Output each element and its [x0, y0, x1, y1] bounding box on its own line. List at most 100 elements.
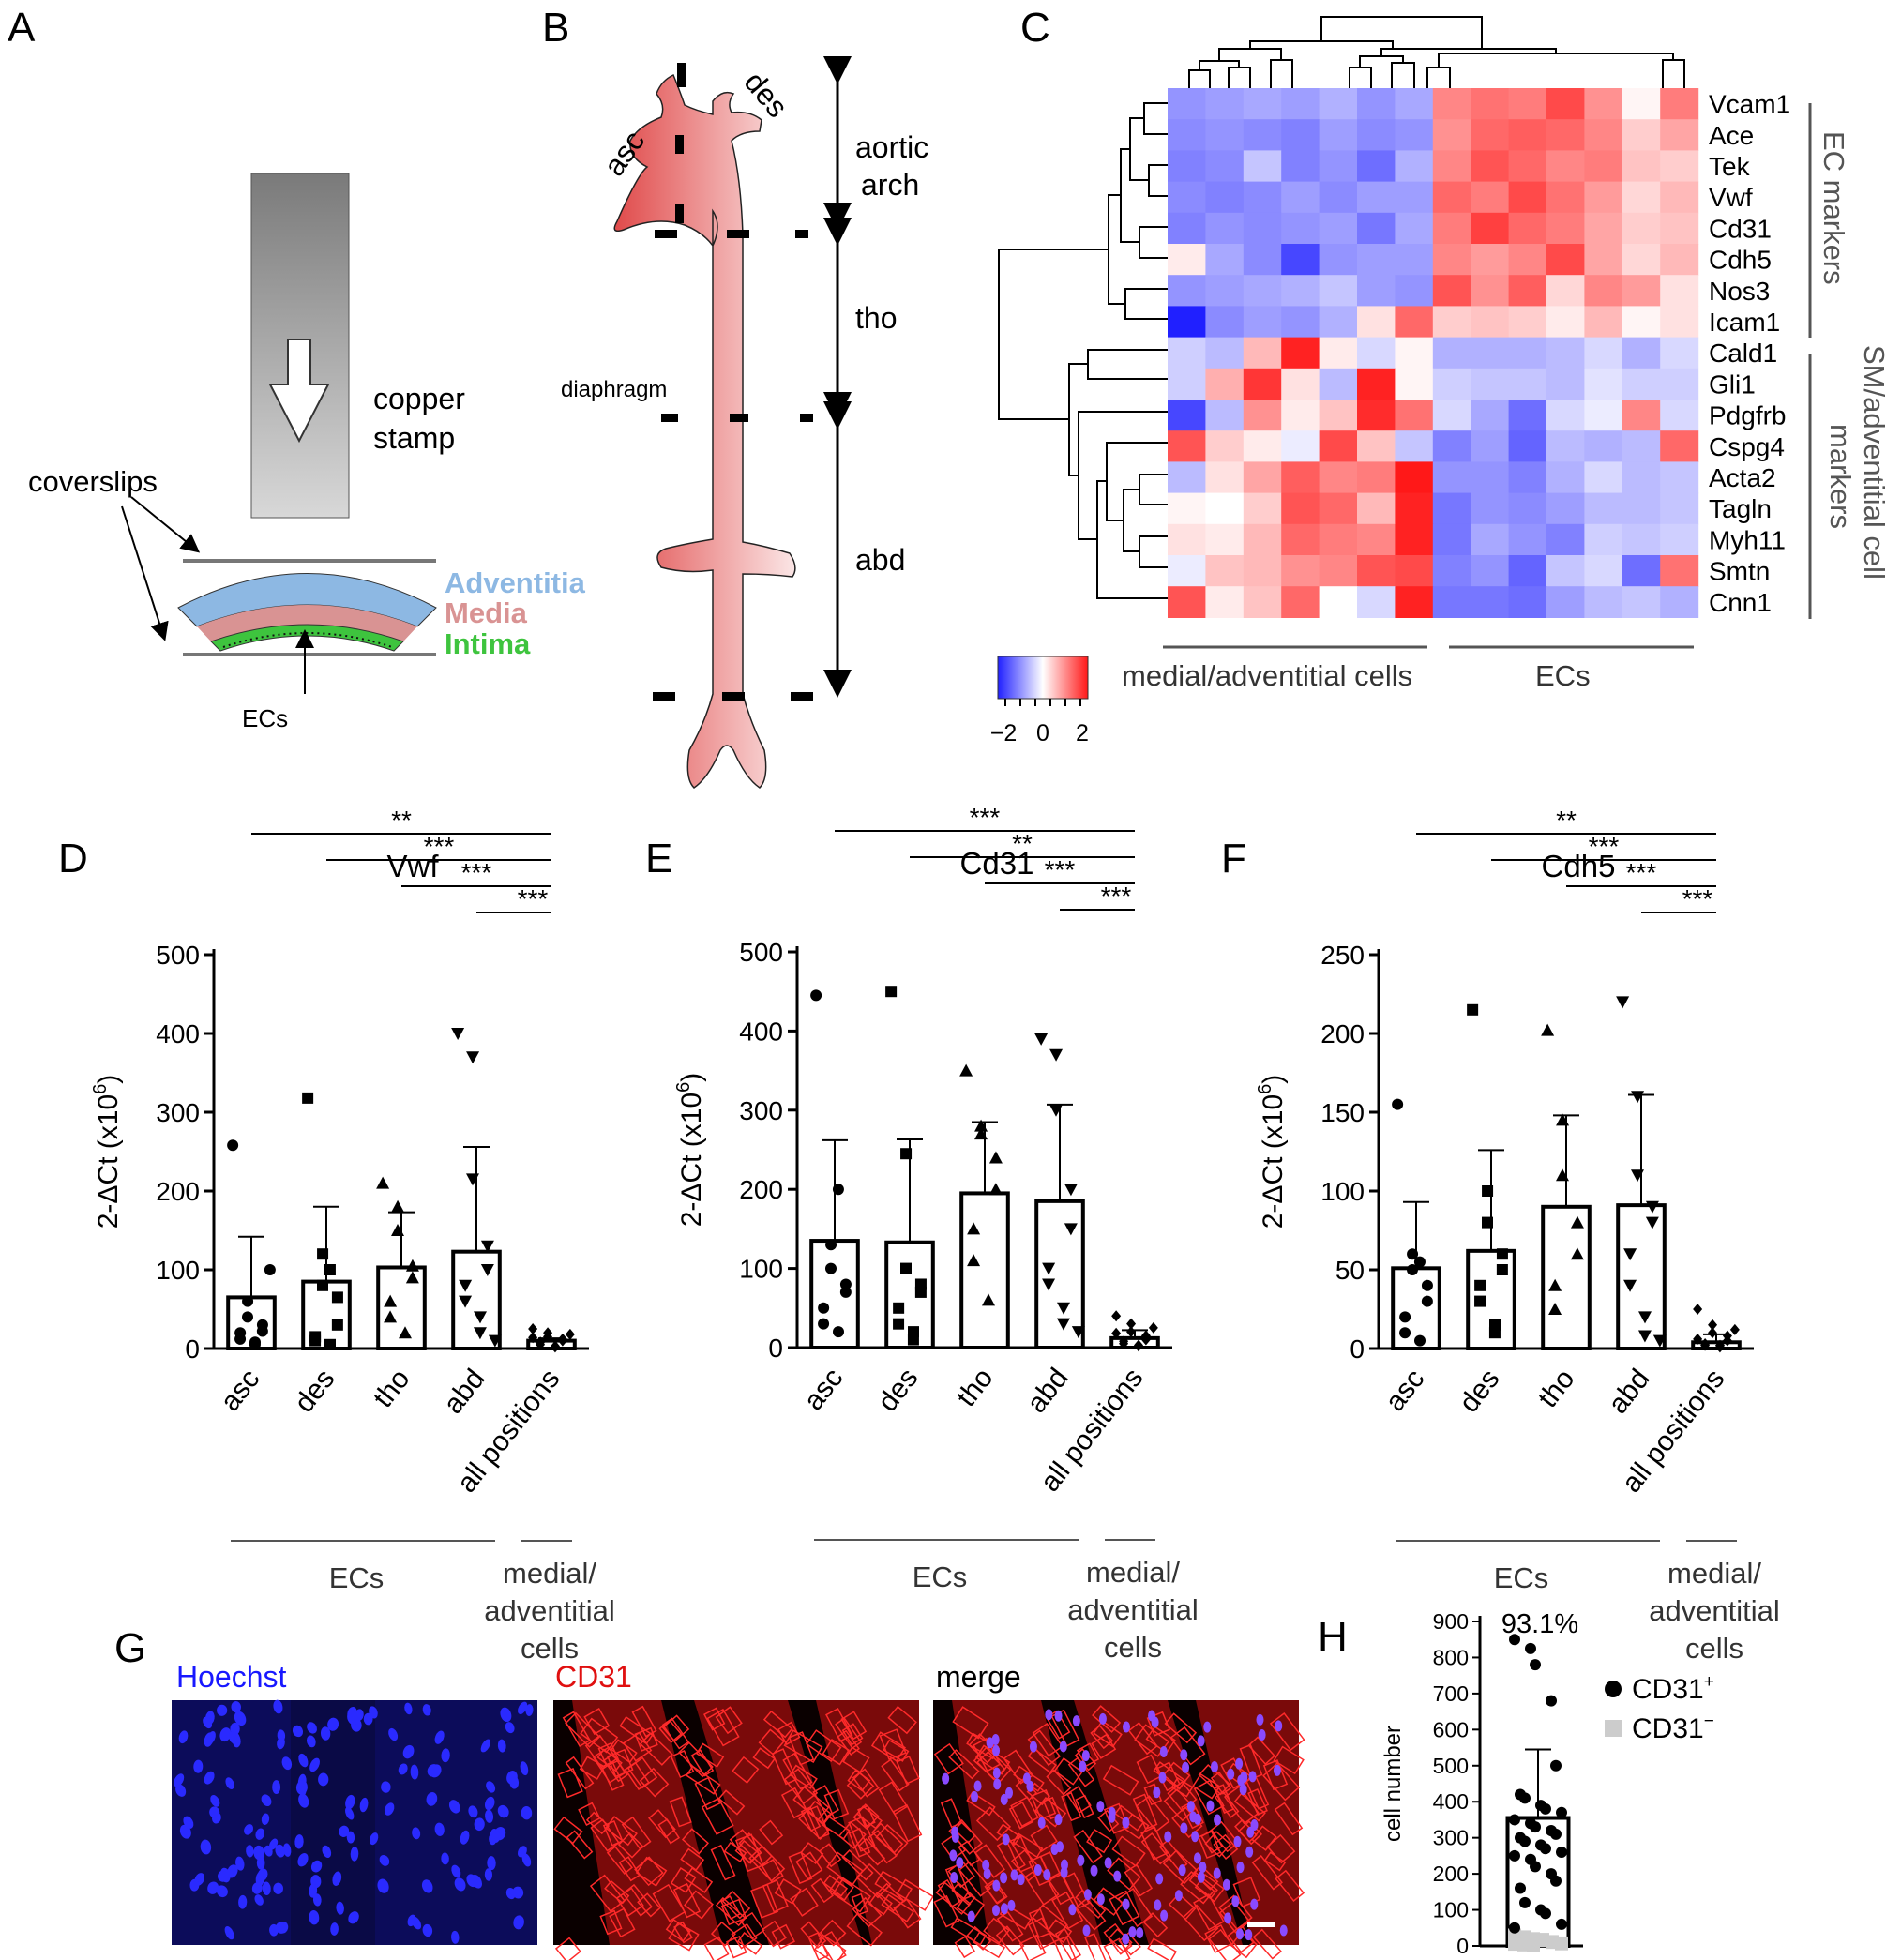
cell-outline [617, 1832, 644, 1859]
cell-outline [806, 1800, 833, 1825]
intima-label: Intima [445, 627, 531, 660]
nucleus [1108, 1811, 1116, 1823]
nucleus [1033, 1863, 1042, 1876]
y-tick-label: 500 [1433, 1754, 1469, 1778]
heatmap-cell [1471, 119, 1510, 151]
cell-outline [635, 1856, 668, 1887]
heatmap-cell [1508, 244, 1547, 276]
nucleus [949, 1849, 958, 1862]
heatmap-cell [1508, 337, 1547, 369]
nucleus [327, 1717, 339, 1731]
nucleus [1236, 1928, 1245, 1940]
cell-outline [1239, 1743, 1263, 1780]
cell-outline [1076, 1742, 1100, 1768]
heatmap-cell [1546, 337, 1585, 369]
data-point [988, 1151, 1003, 1164]
heatmap-cell [1205, 555, 1245, 587]
data-point [1119, 1337, 1129, 1349]
cut-mark [791, 692, 813, 701]
nucleus [956, 1857, 964, 1869]
nucleus [448, 1800, 460, 1814]
y-tick-label: 200 [1320, 1019, 1365, 1048]
heatmap-cell [1168, 88, 1206, 120]
data-point [1064, 1184, 1078, 1197]
cell-outline [881, 1758, 910, 1792]
group-label-medial: adventitial [484, 1594, 615, 1627]
cell-outline [807, 1932, 829, 1960]
cell-outline [953, 1821, 976, 1845]
chart-title: Vwf [386, 849, 439, 883]
cell-outline [680, 1847, 705, 1872]
data-point-cd31-pos [1556, 1918, 1567, 1930]
heatmap-cell [1432, 492, 1471, 525]
bar [526, 1338, 577, 1350]
heatmap-cell [1357, 430, 1396, 462]
gene-label: Ace [1709, 121, 1754, 150]
data-point [1421, 1279, 1433, 1291]
heatmap-cell [1205, 119, 1245, 151]
panel-letter-f: F [1221, 836, 1246, 882]
cell-outline [783, 1729, 823, 1763]
cell-outline [1164, 1712, 1198, 1744]
merge-label: merge [936, 1660, 1021, 1694]
cell-outline [842, 1746, 870, 1773]
data-point [1708, 1327, 1717, 1339]
nucleus [320, 1726, 331, 1741]
group-label-medial: medial/ [1086, 1556, 1180, 1589]
nucleus [983, 1867, 991, 1879]
nucleus [986, 1737, 994, 1749]
significance-label: *** [1626, 858, 1657, 887]
cell-outline [1204, 1924, 1232, 1953]
cut-mark [722, 692, 745, 701]
data-point [1616, 996, 1630, 1009]
nucleus [268, 1838, 279, 1850]
nucleus [332, 1871, 342, 1886]
nucleus [1180, 1822, 1188, 1834]
nucleus [412, 1827, 421, 1840]
cell-outline [1182, 1904, 1219, 1942]
data-point [982, 1293, 995, 1306]
nucleus [1182, 1761, 1190, 1773]
heatmap-cell [1546, 555, 1585, 587]
cut-mark [675, 204, 684, 223]
cut-mark [653, 692, 675, 701]
cell-outline [1163, 1788, 1197, 1822]
cell-outline [684, 1890, 714, 1920]
heatmap-cell [1243, 181, 1282, 214]
x-tick-label: asc [798, 1363, 850, 1416]
panel-letter-e: E [645, 836, 672, 882]
nucleus [206, 1731, 216, 1745]
cell-outline [1053, 1757, 1083, 1786]
heatmap-cell [1622, 586, 1661, 618]
nucleus [219, 1867, 231, 1883]
heatmap-cell [1243, 244, 1282, 276]
nucleus [204, 1771, 215, 1785]
coverslip-arrow-1 [130, 496, 201, 553]
data-point [242, 1295, 254, 1307]
cell-outline [823, 1788, 850, 1820]
data-point [1126, 1326, 1136, 1338]
data-point [1148, 1321, 1158, 1334]
heatmap-cell [1281, 555, 1320, 587]
heatmap-cell [1471, 430, 1510, 462]
x-tick-label: abd [438, 1364, 491, 1420]
cell-outline [702, 1707, 726, 1731]
heatmap-cell [1319, 306, 1358, 339]
cell-outline [668, 1922, 700, 1952]
cell-outline [1054, 1927, 1082, 1960]
group-label-medial: cells [521, 1632, 579, 1665]
chart-cdh5: Cdh5 0 50 100 150 200 250 2-ΔCt (x106) asc des tho… [1255, 806, 1780, 1665]
cut-mark [677, 63, 686, 87]
panel-letter-b: B [542, 5, 569, 51]
y-axis-label: 2-ΔCt (x106) [1255, 1075, 1289, 1229]
cell-outline [732, 1756, 760, 1784]
y-tick-label: 0 [1350, 1334, 1365, 1364]
significance-label: *** [518, 884, 549, 913]
nucleus [178, 1730, 189, 1744]
panel-a: copper stamp coverslips Adventitia Media… [28, 173, 586, 732]
cell-outline [810, 1877, 835, 1904]
nucleus [1113, 1870, 1122, 1882]
cell-outline [780, 1787, 808, 1819]
cell-outline [657, 1818, 680, 1845]
